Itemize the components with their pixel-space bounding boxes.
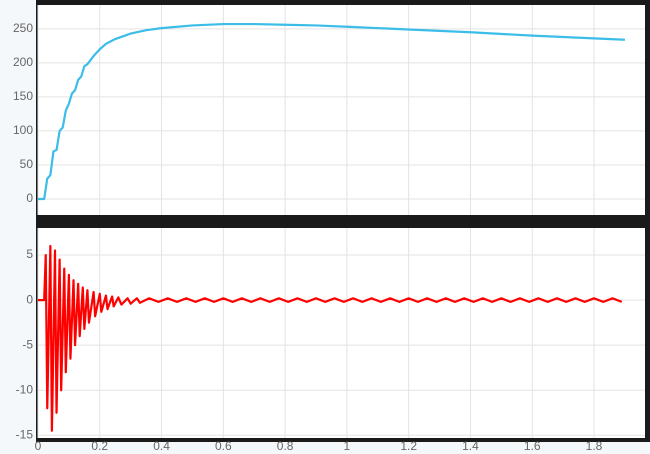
y-tick-label: 50 [20, 157, 34, 171]
y-tick-label: 5 [26, 247, 33, 261]
y-tick-label: -10 [16, 382, 34, 396]
y-tick-label: 100 [13, 123, 33, 137]
x-tick-label: 1.6 [524, 439, 541, 453]
y-tick-label: -15 [16, 427, 34, 441]
plot-area [38, 228, 645, 438]
x-tick-label: 0.8 [277, 439, 294, 453]
y-tick-label: 150 [13, 89, 33, 103]
x-tick-label: 0.4 [153, 439, 170, 453]
x-tick-label: 1.2 [400, 439, 417, 453]
x-tick-label: 1 [344, 439, 351, 453]
line [38, 22, 625, 201]
plot-area [38, 5, 645, 215]
y-tick-label: -5 [22, 337, 33, 351]
y-tick-label: 250 [13, 21, 33, 35]
y-tick-label: 0 [26, 191, 33, 205]
line [38, 244, 623, 432]
x-tick-label: 0.2 [91, 439, 108, 453]
x-tick-label: 1.4 [462, 439, 479, 453]
y-tick-label: 200 [13, 55, 33, 69]
x-tick-label: 1.8 [586, 439, 603, 453]
x-tick-label: 0 [35, 439, 42, 453]
y-tick-label: 0 [26, 292, 33, 306]
x-tick-label: 0.6 [215, 439, 232, 453]
